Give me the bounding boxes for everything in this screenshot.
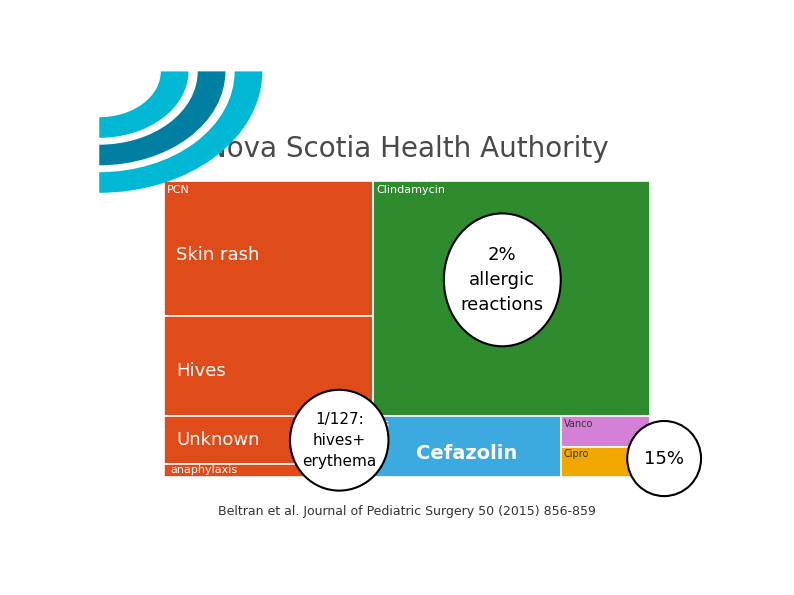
Text: Skin rash: Skin rash [176,246,260,264]
Bar [561,447,650,477]
Bar [164,416,373,464]
Bar [373,181,650,416]
Ellipse shape [444,214,561,346]
Bar [561,416,650,447]
Text: PCN: PCN [167,185,190,195]
Wedge shape [99,71,225,165]
Text: Unknown: Unknown [176,431,260,449]
Ellipse shape [290,390,388,491]
Text: Clindamycin: Clindamycin [376,185,445,195]
Text: anaphylaxis: anaphylaxis [170,465,237,475]
Bar [164,181,373,316]
Text: 2%
allergic
reactions: 2% allergic reactions [461,246,544,314]
Bar [373,416,561,477]
Text: ins: ins [376,419,390,429]
Text: Beltran et al. Journal of Pediatric Surgery 50 (2015) 856-859: Beltran et al. Journal of Pediatric Surg… [218,505,596,518]
Text: Cefazolin: Cefazolin [417,444,518,464]
Bar [164,316,373,416]
Text: Vanco: Vanco [564,419,593,429]
Bar [164,464,373,477]
Text: Nova Scotia Health Authority: Nova Scotia Health Authority [206,135,608,163]
Text: Hives: Hives [176,362,226,380]
Text: Cipro: Cipro [564,449,589,459]
Text: 1/127:
hives+
erythema: 1/127: hives+ erythema [302,412,376,469]
Ellipse shape [627,421,701,496]
Text: 15%: 15% [644,450,684,468]
Wedge shape [99,71,188,138]
Wedge shape [99,71,262,193]
